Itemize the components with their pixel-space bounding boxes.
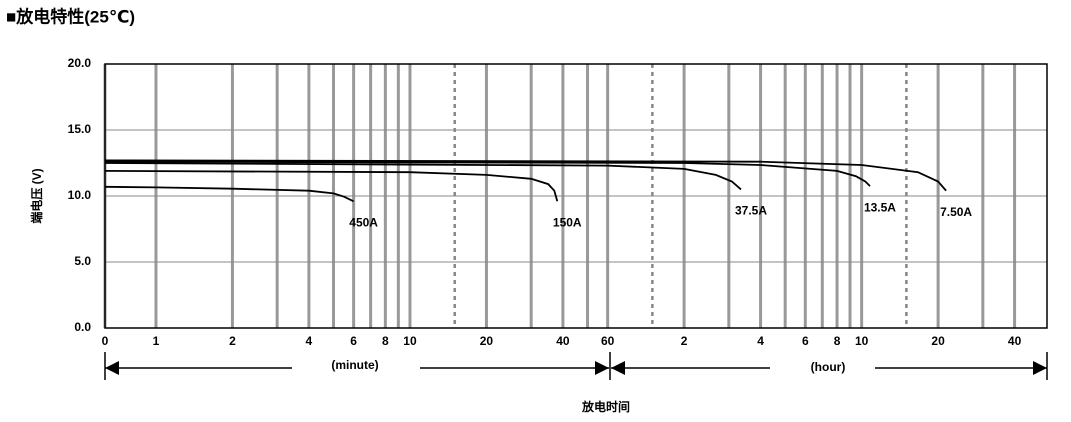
x-tick-label: 2 <box>229 334 236 348</box>
y-axis-title: 端电压 (V) <box>29 168 44 223</box>
x-group-label: (minute) <box>331 358 378 372</box>
x-tick-label: 8 <box>834 334 841 348</box>
arrow-head <box>611 361 625 375</box>
series-label: 7.50A <box>940 205 972 219</box>
x-tick-label: 1 <box>153 334 160 348</box>
series-line <box>104 159 947 192</box>
y-tick-label: 20.0 <box>68 56 92 70</box>
x-group-label: (hour) <box>811 360 846 374</box>
arrow-heads <box>105 361 1047 375</box>
x-tick-label: 6 <box>350 334 357 348</box>
series-line <box>104 160 871 187</box>
series-label: 150A <box>553 215 582 229</box>
x-tick-label: 40 <box>1008 334 1022 348</box>
chart-title: ■放电特性(25℃) <box>6 6 135 26</box>
y-tick-label: 15.0 <box>68 122 92 136</box>
range-arrows <box>104 352 1048 380</box>
plot-frame <box>104 63 1048 329</box>
series-line <box>104 185 354 203</box>
series-label: 37.5A <box>735 204 767 218</box>
x-tick-label: 0 <box>102 334 109 348</box>
x-tick-label: 4 <box>306 334 313 348</box>
series-line <box>104 170 559 202</box>
x-tick-label: 8 <box>382 334 389 348</box>
y-tick-label: 10.0 <box>68 188 92 202</box>
x-tick-label: 20 <box>480 334 494 348</box>
x-tick-label: 4 <box>757 334 764 348</box>
series-line <box>104 162 742 191</box>
y-tick-label: 0.0 <box>74 320 91 334</box>
x-tick-label: 10 <box>855 334 869 348</box>
x-tick-label: 20 <box>931 334 945 348</box>
x-tick-label: 60 <box>601 334 615 348</box>
y-tick-label: 5.0 <box>74 254 91 268</box>
arrow-head <box>105 361 119 375</box>
series-label: 450A <box>349 215 378 229</box>
x-tick-label: 10 <box>403 334 417 348</box>
x-tick-label: 40 <box>556 334 570 348</box>
x-tick-label: 2 <box>681 334 688 348</box>
arrow-head <box>595 361 609 375</box>
arrow-head <box>1033 361 1047 375</box>
x-axis-title: 放电时间 <box>581 399 630 414</box>
x-tick-label: 6 <box>802 334 809 348</box>
series-label: 13.5A <box>864 200 896 214</box>
